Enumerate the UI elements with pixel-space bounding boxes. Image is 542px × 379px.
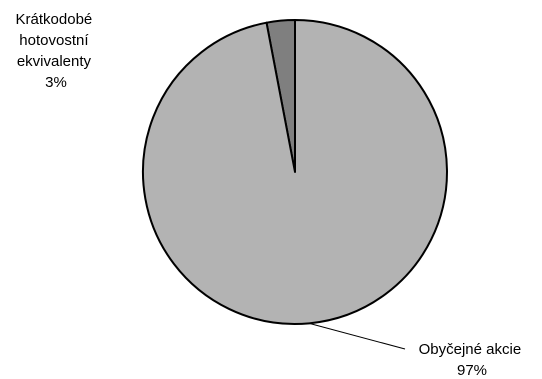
leader-line-1 bbox=[309, 322, 406, 350]
slice-1-label-line-1: Obyčejné akcie bbox=[419, 341, 522, 358]
pie-slice-1 bbox=[142, 19, 448, 325]
slice-0-label-line-1: Krátkodobé bbox=[16, 11, 93, 28]
slice-0-label-line-3: ekvivalenty bbox=[17, 53, 92, 70]
slice-1-value-label: 97% bbox=[457, 362, 487, 379]
slice-0-label-line-2: hotovostní bbox=[19, 32, 89, 49]
pie-slices bbox=[142, 19, 448, 325]
leader-lines bbox=[309, 322, 406, 350]
slice-label-kratkodobe-hotovostni-ekvivalenty: Krátkodobé hotovostní ekvivalenty 3% bbox=[16, 11, 97, 91]
slice-label-obycejne-akcie: Obyčejné akcie 97% bbox=[419, 341, 526, 379]
slice-0-value-label: 3% bbox=[45, 74, 67, 91]
